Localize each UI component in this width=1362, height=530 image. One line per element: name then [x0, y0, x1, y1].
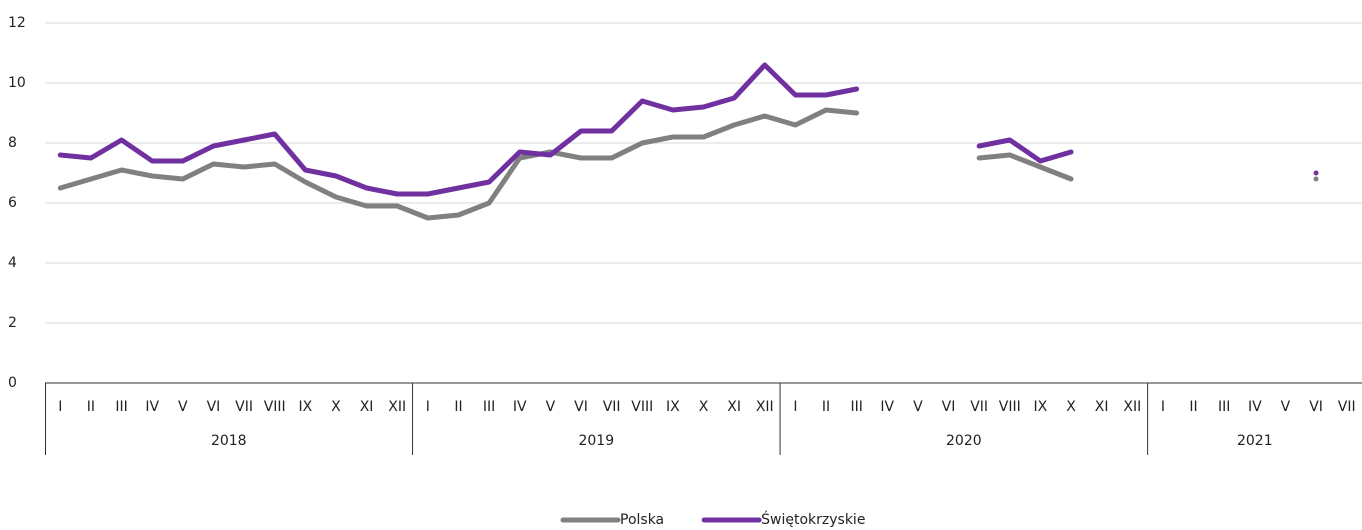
legend-label: Polska	[620, 512, 664, 528]
x-tick-label: IX	[298, 399, 312, 415]
x-tick-label: IV	[513, 399, 527, 415]
group-label: 2019	[578, 433, 614, 449]
x-tick-label: I	[426, 399, 430, 415]
x-tick-label: I	[793, 399, 797, 415]
x-tick-label: II	[822, 399, 830, 415]
x-tick-label: VII	[970, 399, 988, 415]
x-tick-label: V	[178, 399, 188, 415]
x-tick-label: VIII	[999, 399, 1021, 415]
legend-label: Świętokrzyskie	[761, 510, 865, 528]
x-tick-label: XI	[1095, 399, 1109, 415]
x-tick-label: II	[87, 399, 95, 415]
group-label: 2020	[946, 433, 982, 449]
group-label: 2021	[1237, 433, 1273, 449]
x-tick-label: XII	[388, 399, 406, 415]
x-tick-label: III	[483, 399, 495, 415]
x-tick-label: VIII	[631, 399, 653, 415]
x-tick-label: V	[913, 399, 923, 415]
x-tick-label: XI	[360, 399, 374, 415]
x-tick-label: IV	[1248, 399, 1262, 415]
x-tick-label: VI	[942, 399, 956, 415]
series-line	[57, 107, 1319, 221]
x-tick-label: VII	[235, 399, 253, 415]
group-label: 2018	[211, 433, 247, 449]
x-tick-label: XII	[756, 399, 774, 415]
x-tick-label: V	[1281, 399, 1291, 415]
x-tick-label: X	[1066, 399, 1076, 415]
y-tick-label: 2	[8, 315, 17, 331]
y-tick-label: 6	[8, 195, 17, 211]
x-tick-label: VI	[1309, 399, 1323, 415]
y-tick-label: 12	[8, 15, 26, 31]
series-line	[57, 62, 1319, 197]
y-tick-label: 8	[8, 135, 17, 151]
x-tick-label: I	[58, 399, 62, 415]
x-tick-label: XII	[1123, 399, 1141, 415]
x-tick-label: I	[1161, 399, 1165, 415]
x-tick-label: VIII	[264, 399, 286, 415]
x-tick-label: VI	[574, 399, 588, 415]
x-tick-label: IV	[145, 399, 159, 415]
x-tick-label: VI	[207, 399, 221, 415]
y-tick-label: 10	[8, 75, 26, 91]
x-tick-label: X	[331, 399, 341, 415]
x-tick-label: IX	[666, 399, 680, 415]
y-tick-label: 0	[8, 375, 17, 391]
x-tick-label: IX	[1034, 399, 1048, 415]
x-tick-label: II	[1189, 399, 1197, 415]
x-tick-label: III	[1218, 399, 1230, 415]
x-tick-label: XI	[727, 399, 741, 415]
x-tick-label: VII	[603, 399, 621, 415]
x-tick-label: II	[454, 399, 462, 415]
x-tick-label: VII	[1338, 399, 1356, 415]
x-tick-label: V	[546, 399, 556, 415]
x-tick-label: X	[699, 399, 709, 415]
x-tick-label: III	[115, 399, 127, 415]
x-tick-label: III	[850, 399, 862, 415]
y-tick-label: 4	[8, 255, 17, 271]
x-tick-label: IV	[880, 399, 894, 415]
